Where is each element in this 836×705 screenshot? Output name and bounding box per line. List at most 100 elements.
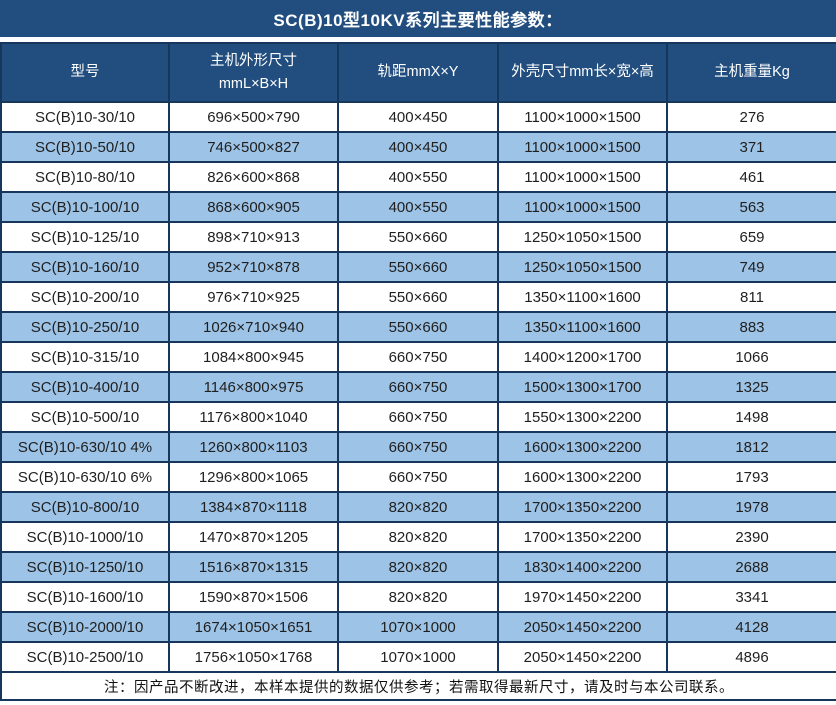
cell-model: SC(B)10-2500/10 xyxy=(0,641,170,673)
footer-note: 注：因产品不断改进，本样本提供的数据仅供参考；若需取得最新尺寸，请及时与本公司联… xyxy=(0,671,836,701)
cell-model: SC(B)10-2000/10 xyxy=(0,611,170,643)
table-row: SC(B)10-250/10 1026×710×940 550×660 1350… xyxy=(0,311,836,343)
cell-weight: 4896 xyxy=(666,641,836,673)
table-row: SC(B)10-2000/10 1674×1050×1651 1070×1000… xyxy=(0,611,836,643)
cell-model: SC(B)10-500/10 xyxy=(0,401,170,433)
cell-shell-size: 1400×1200×1700 xyxy=(497,341,668,373)
title-separator xyxy=(0,37,836,42)
table-row: SC(B)10-160/10 952×710×878 550×660 1250×… xyxy=(0,251,836,283)
cell-model: SC(B)10-630/10 6% xyxy=(0,461,170,493)
table-row: SC(B)10-630/10 6% 1296×800×1065 660×750 … xyxy=(0,461,836,493)
cell-shell-size: 1700×1350×2200 xyxy=(497,521,668,553)
cell-shell-size: 1830×1400×2200 xyxy=(497,551,668,583)
cell-dimensions: 1384×870×1118 xyxy=(168,491,339,523)
cell-rail-gauge: 820×820 xyxy=(337,551,499,583)
cell-shell-size: 1100×1000×1500 xyxy=(497,131,668,163)
cell-dimensions: 868×600×905 xyxy=(168,191,339,223)
cell-rail-gauge: 550×660 xyxy=(337,311,499,343)
cell-model: SC(B)10-400/10 xyxy=(0,371,170,403)
cell-model: SC(B)10-1600/10 xyxy=(0,581,170,613)
cell-rail-gauge: 820×820 xyxy=(337,521,499,553)
table-row: SC(B)10-500/10 1176×800×1040 660×750 155… xyxy=(0,401,836,433)
cell-dimensions: 1260×800×1103 xyxy=(168,431,339,463)
cell-shell-size: 1700×1350×2200 xyxy=(497,491,668,523)
cell-weight: 1812 xyxy=(666,431,836,463)
cell-weight: 4128 xyxy=(666,611,836,643)
table-row: SC(B)10-1000/10 1470×870×1205 820×820 17… xyxy=(0,521,836,553)
cell-shell-size: 1350×1100×1600 xyxy=(497,281,668,313)
cell-dimensions: 1026×710×940 xyxy=(168,311,339,343)
cell-model: SC(B)10-100/10 xyxy=(0,191,170,223)
cell-shell-size: 1600×1300×2200 xyxy=(497,431,668,463)
cell-rail-gauge: 400×550 xyxy=(337,161,499,193)
table-row: SC(B)10-1600/10 1590×870×1506 820×820 19… xyxy=(0,581,836,613)
cell-model: SC(B)10-200/10 xyxy=(0,281,170,313)
cell-shell-size: 1550×1300×2200 xyxy=(497,401,668,433)
cell-rail-gauge: 550×660 xyxy=(337,251,499,283)
cell-rail-gauge: 820×820 xyxy=(337,491,499,523)
cell-weight: 2390 xyxy=(666,521,836,553)
cell-weight: 1978 xyxy=(666,491,836,523)
cell-shell-size: 1100×1000×1500 xyxy=(497,191,668,223)
cell-model: SC(B)10-160/10 xyxy=(0,251,170,283)
cell-dimensions: 746×500×827 xyxy=(168,131,339,163)
cell-rail-gauge: 660×750 xyxy=(337,431,499,463)
cell-model: SC(B)10-1250/10 xyxy=(0,551,170,583)
cell-weight: 659 xyxy=(666,221,836,253)
note-row: 注：因产品不断改进，本样本提供的数据仅供参考；若需取得最新尺寸，请及时与本公司联… xyxy=(0,671,836,701)
page-title: SC(B)10型10KV系列主要性能参数： xyxy=(0,0,836,37)
cell-model: SC(B)10-250/10 xyxy=(0,311,170,343)
cell-shell-size: 1350×1100×1600 xyxy=(497,311,668,343)
cell-dimensions: 952×710×878 xyxy=(168,251,339,283)
cell-weight: 749 xyxy=(666,251,836,283)
cell-dimensions: 898×710×913 xyxy=(168,221,339,253)
cell-rail-gauge: 400×450 xyxy=(337,101,499,133)
cell-weight: 811 xyxy=(666,281,836,313)
spec-table: 型号 主机外形尺寸 mmL×B×H 轨距mmX×Y 外壳尺寸mm长×宽×高 主机… xyxy=(0,42,836,701)
cell-rail-gauge: 660×750 xyxy=(337,341,499,373)
cell-model: SC(B)10-800/10 xyxy=(0,491,170,523)
table-row: SC(B)10-800/10 1384×870×1118 820×820 170… xyxy=(0,491,836,523)
cell-rail-gauge: 1070×1000 xyxy=(337,641,499,673)
cell-model: SC(B)10-30/10 xyxy=(0,101,170,133)
cell-shell-size: 1500×1300×1700 xyxy=(497,371,668,403)
cell-weight: 461 xyxy=(666,161,836,193)
table-row: SC(B)10-400/10 1146×800×975 660×750 1500… xyxy=(0,371,836,403)
cell-rail-gauge: 400×450 xyxy=(337,131,499,163)
cell-rail-gauge: 1070×1000 xyxy=(337,611,499,643)
cell-weight: 1066 xyxy=(666,341,836,373)
header-rail-gauge: 轨距mmX×Y xyxy=(337,42,499,103)
table-row: SC(B)10-630/10 4% 1260×800×1103 660×750 … xyxy=(0,431,836,463)
table-row: SC(B)10-315/10 1084×800×945 660×750 1400… xyxy=(0,341,836,373)
cell-model: SC(B)10-315/10 xyxy=(0,341,170,373)
table-header-row: 型号 主机外形尺寸 mmL×B×H 轨距mmX×Y 外壳尺寸mm长×宽×高 主机… xyxy=(0,42,836,103)
cell-shell-size: 1100×1000×1500 xyxy=(497,161,668,193)
cell-rail-gauge: 400×550 xyxy=(337,191,499,223)
cell-dimensions: 696×500×790 xyxy=(168,101,339,133)
header-dimensions-line2: mmL×B×H xyxy=(218,75,289,92)
cell-dimensions: 1516×870×1315 xyxy=(168,551,339,583)
cell-rail-gauge: 550×660 xyxy=(337,221,499,253)
cell-rail-gauge: 660×750 xyxy=(337,401,499,433)
header-model: 型号 xyxy=(0,42,170,103)
table-row: SC(B)10-1250/10 1516×870×1315 820×820 18… xyxy=(0,551,836,583)
cell-weight: 1793 xyxy=(666,461,836,493)
header-shell-size: 外壳尺寸mm长×宽×高 xyxy=(497,42,668,103)
cell-shell-size: 1100×1000×1500 xyxy=(497,101,668,133)
cell-rail-gauge: 550×660 xyxy=(337,281,499,313)
cell-dimensions: 1674×1050×1651 xyxy=(168,611,339,643)
cell-dimensions: 826×600×868 xyxy=(168,161,339,193)
cell-shell-size: 2050×1450×2200 xyxy=(497,611,668,643)
cell-weight: 563 xyxy=(666,191,836,223)
cell-dimensions: 1176×800×1040 xyxy=(168,401,339,433)
header-weight: 主机重量Kg xyxy=(666,42,836,103)
cell-weight: 371 xyxy=(666,131,836,163)
cell-weight: 2688 xyxy=(666,551,836,583)
cell-weight: 883 xyxy=(666,311,836,343)
cell-dimensions: 1756×1050×1768 xyxy=(168,641,339,673)
cell-model: SC(B)10-125/10 xyxy=(0,221,170,253)
cell-dimensions: 1590×870×1506 xyxy=(168,581,339,613)
cell-dimensions: 1470×870×1205 xyxy=(168,521,339,553)
cell-dimensions: 1296×800×1065 xyxy=(168,461,339,493)
